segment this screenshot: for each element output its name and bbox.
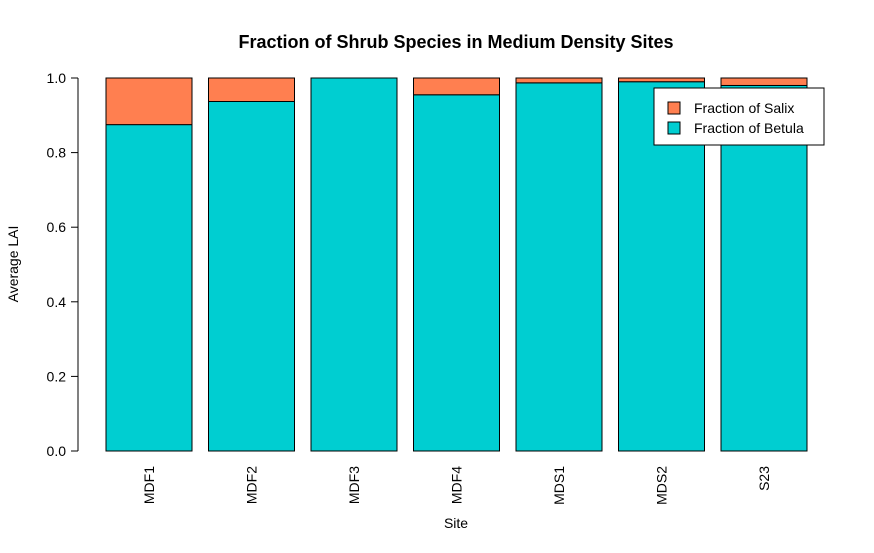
- bar-mdf2-salix: [208, 77, 295, 102]
- y-tick-label: 1.0: [47, 70, 67, 86]
- x-tick-label: MDS1: [551, 466, 567, 505]
- legend-label: Fraction of Betula: [694, 120, 804, 136]
- x-axis: MDF1 MDF2 MDF3 MDF4 MDS1 MDS2 S23: [141, 466, 772, 505]
- bar-mds1-salix: [515, 77, 603, 84]
- bar-mdf4-betula: [413, 94, 500, 452]
- y-tick-label: 0.2: [47, 368, 67, 384]
- legend-label: Fraction of Salix: [694, 100, 794, 116]
- y-axis: 0.0 0.2 0.4 0.6 0.8 1.0: [47, 70, 79, 459]
- y-tick-label: 0.4: [47, 294, 67, 310]
- bar-mdf1-betula: [105, 124, 193, 452]
- y-tick-label: 0.0: [47, 443, 67, 459]
- bars-group: [105, 77, 808, 452]
- legend-swatch: [667, 121, 681, 135]
- bar-mdf4-salix: [413, 77, 500, 96]
- y-tick-label: 0.6: [47, 219, 67, 235]
- bar-mds2-salix: [618, 77, 705, 83]
- x-tick-label: MDF2: [244, 466, 260, 504]
- bar-mdf2-betula: [208, 100, 295, 452]
- bar-s23-salix: [720, 77, 808, 86]
- legend-box: [653, 87, 825, 146]
- bar-mds1-betula: [515, 82, 603, 452]
- bar-mdf1-salix: [105, 77, 193, 126]
- x-tick-label: MDF4: [449, 466, 465, 504]
- legend: Fraction of Salix Fraction of Betula: [653, 87, 825, 146]
- y-tick-label: 0.8: [47, 145, 67, 161]
- x-tick-label: MDF3: [346, 466, 362, 504]
- legend-swatch: [667, 101, 681, 115]
- bar-mdf3-betula: [310, 77, 398, 452]
- bar-s23-betula: [720, 84, 808, 452]
- y-axis-label: Average LAI: [5, 226, 21, 303]
- x-tick-label: MDS2: [654, 466, 670, 505]
- chart-title: Fraction of Shrub Species in Medium Dens…: [238, 32, 673, 52]
- x-tick-label: MDF1: [141, 466, 157, 504]
- x-axis-label: Site: [444, 515, 468, 531]
- x-tick-label: S23: [756, 466, 772, 491]
